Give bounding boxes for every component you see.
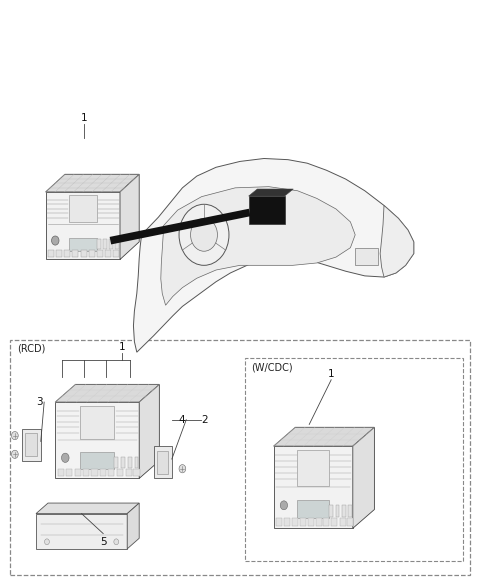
Circle shape — [179, 204, 229, 265]
Polygon shape — [161, 187, 355, 305]
Bar — [134, 457, 138, 468]
Bar — [58, 469, 64, 476]
Circle shape — [179, 465, 186, 473]
Bar — [315, 518, 322, 526]
Circle shape — [280, 501, 288, 510]
Circle shape — [12, 450, 18, 458]
Polygon shape — [353, 427, 374, 528]
Bar — [347, 518, 353, 526]
Polygon shape — [55, 384, 159, 402]
Polygon shape — [120, 174, 139, 259]
Bar — [74, 469, 81, 476]
Bar — [329, 505, 333, 517]
Bar — [72, 250, 78, 257]
Bar — [292, 518, 298, 526]
Bar — [128, 457, 132, 468]
Bar — [25, 433, 37, 456]
Text: 2: 2 — [202, 414, 208, 425]
Polygon shape — [249, 189, 293, 196]
Bar — [126, 469, 132, 476]
Bar — [284, 518, 290, 526]
Polygon shape — [46, 174, 139, 192]
Text: 5: 5 — [100, 537, 107, 547]
Bar — [348, 505, 352, 517]
Bar — [64, 250, 70, 257]
Polygon shape — [127, 503, 139, 549]
Bar — [331, 518, 337, 526]
Polygon shape — [139, 384, 159, 478]
Bar — [276, 518, 282, 526]
Bar — [100, 469, 106, 476]
Polygon shape — [36, 503, 139, 514]
Bar — [154, 446, 172, 478]
Polygon shape — [133, 158, 414, 352]
Polygon shape — [36, 514, 127, 549]
Bar — [83, 469, 89, 476]
Circle shape — [191, 218, 217, 251]
Text: 3: 3 — [36, 397, 43, 407]
Circle shape — [61, 453, 69, 463]
Bar — [297, 450, 329, 485]
Text: (W/CDC): (W/CDC) — [252, 362, 293, 372]
Bar — [89, 250, 95, 257]
Bar — [22, 429, 41, 461]
Polygon shape — [55, 402, 139, 478]
Polygon shape — [46, 192, 120, 259]
Bar — [249, 196, 285, 224]
Bar — [97, 250, 103, 257]
Bar — [342, 505, 346, 517]
Circle shape — [51, 236, 59, 245]
Bar — [157, 451, 168, 474]
Bar — [56, 250, 62, 257]
Bar — [133, 469, 140, 476]
Text: (RCD): (RCD) — [17, 344, 46, 354]
Bar — [355, 248, 378, 265]
Bar — [308, 518, 313, 526]
Bar — [108, 469, 114, 476]
Bar — [81, 453, 114, 469]
Bar — [103, 239, 107, 249]
Bar — [48, 250, 54, 257]
Circle shape — [45, 539, 49, 545]
Circle shape — [114, 539, 119, 545]
Polygon shape — [274, 446, 353, 528]
Bar — [340, 518, 346, 526]
Circle shape — [12, 431, 18, 440]
Text: 1: 1 — [119, 342, 126, 352]
Bar — [105, 250, 111, 257]
Bar — [115, 239, 119, 249]
Bar — [113, 250, 119, 257]
Polygon shape — [274, 427, 374, 446]
Text: 1: 1 — [328, 369, 335, 379]
Bar — [81, 406, 114, 438]
Polygon shape — [380, 205, 414, 277]
Bar — [69, 238, 97, 251]
Bar — [109, 239, 113, 249]
Bar — [81, 250, 86, 257]
Bar — [114, 457, 118, 468]
Bar — [324, 518, 329, 526]
Bar — [69, 195, 97, 222]
Bar — [336, 505, 339, 517]
Bar — [121, 457, 125, 468]
Bar — [300, 518, 306, 526]
Bar — [91, 469, 97, 476]
Bar — [66, 469, 72, 476]
Bar — [297, 500, 329, 518]
Text: 1: 1 — [81, 113, 87, 123]
Bar — [117, 469, 123, 476]
Bar — [97, 239, 101, 249]
Text: 4: 4 — [178, 414, 185, 425]
